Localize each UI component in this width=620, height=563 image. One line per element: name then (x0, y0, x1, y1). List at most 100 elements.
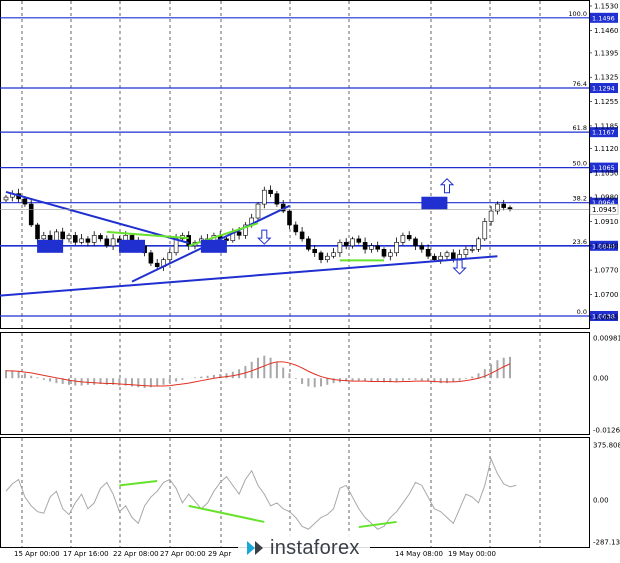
arrow-down-icon (257, 229, 272, 245)
time-axis-label: 17 Apr 16:00 (63, 550, 109, 558)
candle-body (406, 235, 412, 240)
time-axis-label: 29 Apr (208, 550, 231, 558)
cci-indicator: 375.8087 0.00 -287.1357 (5, 442, 620, 547)
candle-body (419, 245, 425, 250)
fib-price-tag (590, 83, 618, 94)
candle-body (318, 252, 324, 261)
candle-body (60, 231, 66, 240)
cci-divergence-line (358, 520, 397, 529)
signal-box (421, 196, 448, 210)
candle-body (299, 231, 305, 240)
cci-axis-label: -287.1357 (593, 539, 620, 547)
candle-body (28, 203, 34, 226)
time-axis-label: 22 Apr 08:00 (113, 550, 159, 558)
price-tick-label: 1.0840 (594, 242, 619, 250)
fib-price-tag (590, 197, 618, 208)
cci-divergence-line (119, 479, 158, 487)
fib-price-text: 1.0638 (592, 313, 615, 321)
price-tick-label: 1.1395 (594, 49, 619, 57)
price-tick-label: 1.0635 (594, 314, 619, 322)
candle-body (98, 235, 103, 240)
price-tick-label: 1.1120 (594, 145, 619, 153)
macd-axis-label: 0.00 (593, 375, 609, 383)
overlay-lines (0, 178, 498, 297)
candle-body (312, 248, 318, 254)
candle-body (91, 235, 97, 243)
fib-price-text: 1.1294 (592, 85, 615, 93)
price-axis: 1.15301.14601.13951.13251.12551.11851.11… (0, 3, 619, 322)
cci-line (5, 457, 517, 530)
candle-body (154, 262, 160, 267)
candle-body (167, 252, 173, 261)
time-axis-label: 27 Apr 00:00 (160, 550, 206, 558)
candle-body (73, 235, 78, 243)
price-tick-label: 1.1050 (594, 169, 619, 177)
candle-body (343, 242, 349, 247)
fib-label: 76.4 (573, 80, 587, 88)
cci-axis-label: 375.8087 (593, 442, 620, 450)
candle-body (350, 238, 355, 247)
candle-body (476, 238, 481, 250)
time-axis: 15 Apr 00:00 17 Apr 16:00 22 Apr 08:00 27 A… (14, 550, 496, 558)
candle-body (268, 189, 273, 194)
price-tick-label: 1.1325 (594, 74, 619, 82)
signal-box (200, 239, 227, 253)
price-tick-label: 1.1460 (594, 27, 619, 35)
fib-label: 100.0 (568, 10, 587, 18)
candle-body (243, 224, 248, 236)
fib-label: 0.0 (577, 308, 587, 316)
fib-price-text: 1.1167 (592, 129, 615, 137)
trend-line (5, 190, 189, 244)
candle-body (236, 231, 242, 236)
candle-body (79, 238, 84, 243)
fib-price-tag (590, 162, 618, 173)
fib-price-tag (590, 240, 618, 251)
cci-divergence-line (188, 504, 265, 523)
candle-body (375, 245, 381, 250)
macd-signal-line (6, 361, 511, 387)
time-axis-label: 14 May 08:00 (395, 550, 443, 558)
price-tick-label: 1.1530 (594, 3, 619, 11)
candle-body (54, 231, 59, 241)
fib-label: 61.8 (573, 124, 587, 132)
current-price-label: 1.0945 (592, 206, 617, 214)
fib-price-text: 1.1065 (592, 164, 615, 172)
signal-box (119, 239, 145, 253)
candle-body (381, 248, 387, 257)
candle-body (173, 238, 179, 254)
price-tick-label: 1.0700 (594, 291, 619, 299)
candle-body (495, 203, 500, 212)
cci-axis-label: 0.00 (593, 496, 609, 504)
candle-body (293, 224, 299, 233)
candle-body (463, 248, 469, 255)
candle-body (261, 189, 267, 205)
trend-line (0, 255, 498, 297)
candle-body (425, 248, 431, 257)
candle-body (22, 198, 28, 205)
candle-body (148, 252, 154, 264)
fib-label: 38.2 (573, 195, 587, 203)
price-panel-frame (0, 0, 590, 329)
candle-body (110, 238, 116, 247)
fib-price-text: 1.1496 (592, 14, 615, 22)
candle-body (3, 196, 9, 201)
candle-body (413, 238, 418, 247)
current-price-tag (589, 204, 619, 215)
fib-levels: 100.0 1.1496 76.4 1.1294 61.8 1.1167 50.0 1.106… (0, 10, 618, 322)
candle-body (324, 255, 330, 261)
time-axis-label: 19 May 00:00 (448, 550, 496, 558)
fib-price-text: 1.0840 (592, 242, 615, 250)
candle-body (255, 203, 261, 219)
watermark-logo: instaforex (238, 534, 370, 562)
candle-body (482, 221, 488, 240)
candle-body (306, 238, 311, 250)
price-tick-label: 1.0910 (594, 218, 619, 226)
candle-body (356, 238, 362, 243)
vertical-grid (21, 1, 541, 547)
instaforex-logo-icon (247, 541, 263, 555)
candle-body (438, 255, 444, 261)
candle-body (369, 245, 374, 250)
candle-body (274, 193, 280, 205)
